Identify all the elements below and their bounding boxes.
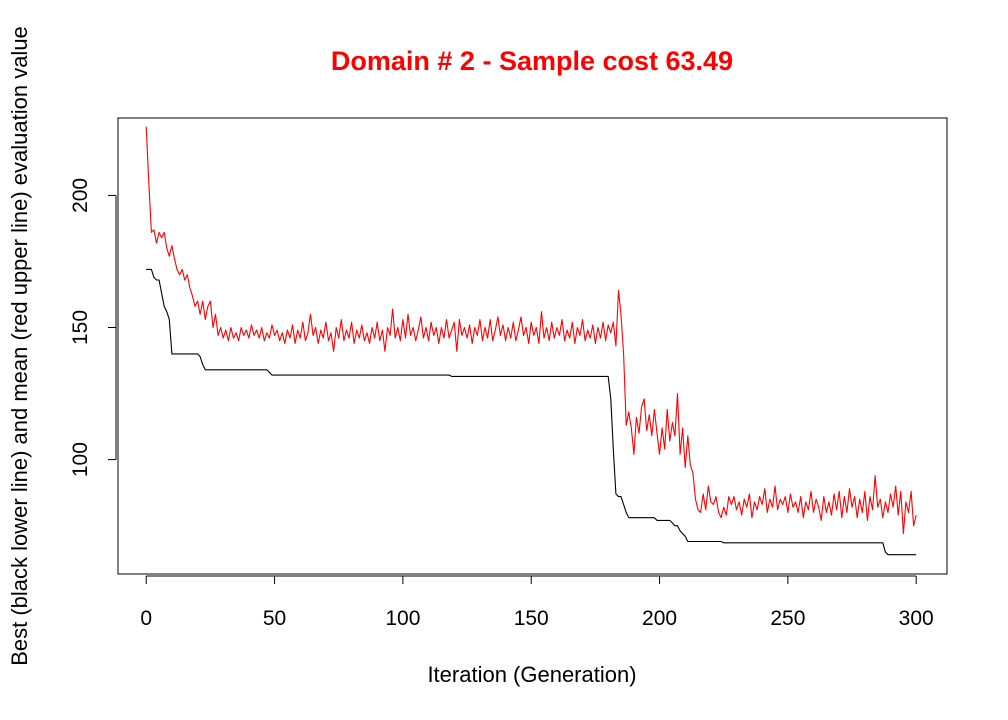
x-axis-label: Iteration (Generation) (427, 662, 636, 687)
axis-layer: 0 50 100 150 200 250 300 100 150 200 (69, 178, 934, 630)
x-tick-label: 100 (385, 607, 420, 630)
y-tick-label: 100 (69, 442, 92, 477)
y-tick-label: 200 (69, 178, 92, 213)
series-line-mean (145, 126, 917, 535)
x-tick-label: 250 (770, 607, 805, 630)
y-tick-label: 150 (69, 310, 92, 345)
x-tick-label: 200 (642, 607, 677, 630)
x-tick-label: 0 (140, 607, 152, 630)
plot-frame (117, 117, 948, 575)
series-layer (145, 126, 917, 556)
chart-title: Domain # 2 - Sample cost 63.49 (331, 46, 733, 76)
x-tick-label: 50 (263, 607, 286, 630)
x-tick-label: 300 (899, 607, 934, 630)
y-axis-label: Best (black lower line) and mean (red up… (7, 26, 32, 666)
x-tick-label: 150 (514, 607, 549, 630)
series-line-best (146, 268, 917, 556)
